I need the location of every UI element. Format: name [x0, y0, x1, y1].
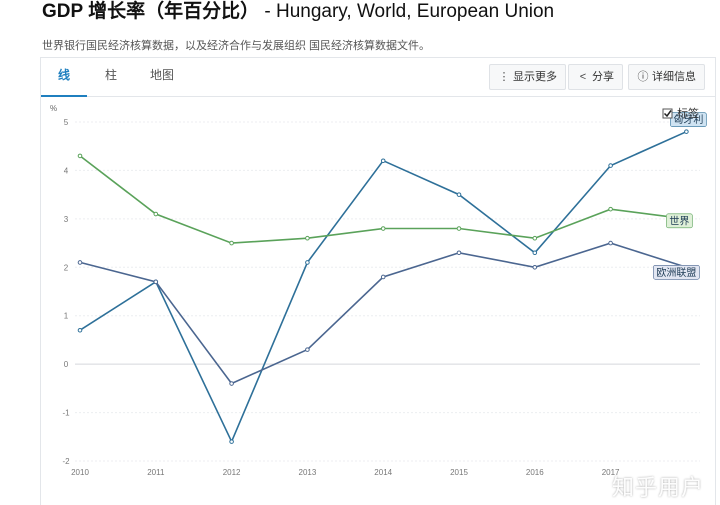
series-label-text: 欧洲联盟: [656, 267, 696, 279]
data-point[interactable]: [380, 158, 386, 164]
page-title-countries: - Hungary, World, European Union: [259, 1, 555, 22]
data-point[interactable]: [456, 192, 462, 197]
data-point[interactable]: [456, 250, 462, 256]
data-point[interactable]: [608, 240, 613, 246]
y-tick-label: 1: [64, 312, 69, 321]
details-label: 详细信息: [652, 71, 696, 83]
x-tick-label: 2017: [602, 468, 620, 477]
data-point[interactable]: [77, 260, 83, 265]
y-tick-label: -2: [62, 457, 70, 466]
series-label-0: 匈牙利: [670, 112, 707, 127]
info-icon: ⓘ: [637, 71, 649, 83]
share-label: 分享: [592, 71, 614, 83]
data-point[interactable]: [608, 163, 613, 168]
y-tick-label: 4: [64, 166, 69, 175]
share-icon: <: [579, 71, 587, 83]
x-tick-label: 2013: [299, 468, 317, 477]
data-point[interactable]: [153, 279, 159, 285]
data-point[interactable]: [532, 264, 538, 270]
data-point[interactable]: [305, 260, 310, 265]
series-label-text: 世界: [669, 215, 689, 227]
y-axis-unit-label: %: [50, 104, 57, 113]
y-tick-label: 3: [64, 215, 69, 224]
data-point[interactable]: [456, 226, 462, 231]
y-tick-label: 2: [64, 263, 69, 272]
y-tick-label: -1: [62, 409, 70, 418]
series-line-0[interactable]: [79, 130, 687, 444]
data-point[interactable]: [229, 240, 234, 246]
series-label-box: [666, 213, 693, 229]
view-tabs: 线 柱 地图 ⋮ 显示更多 < 分享 ⓘ 详细信息: [41, 58, 715, 97]
show-more-label: 显示更多: [513, 71, 557, 83]
series-label-2: 欧洲联盟: [653, 264, 700, 280]
data-point[interactable]: [229, 381, 234, 386]
x-tick-label: 2015: [450, 468, 468, 477]
tab-map[interactable]: 地图: [149, 68, 174, 82]
data-point[interactable]: [380, 226, 386, 231]
series-label-box: [653, 264, 700, 280]
data-point[interactable]: [77, 153, 83, 159]
watermark: 知乎用户: [611, 475, 704, 500]
x-axis: 2010 2011 2012 2013 2014 2015 2016 2017: [71, 468, 620, 477]
y-tick-label: 0: [64, 360, 69, 369]
series-layer: [77, 129, 689, 444]
x-tick-label: 2011: [147, 468, 165, 477]
y-axis: % -2 -1 0 1 2 3 4 5: [50, 104, 70, 466]
label-toggle[interactable]: 标签: [662, 106, 699, 120]
data-point[interactable]: [608, 206, 613, 212]
x-tick-label: 2012: [223, 468, 241, 477]
data-point[interactable]: [532, 250, 538, 256]
checkmark-icon: [663, 110, 672, 118]
y-tick-label: 5: [64, 118, 69, 127]
page-title-indicator: GDP 增长率（年百分比）: [42, 1, 260, 22]
data-point[interactable]: [153, 211, 159, 217]
label-toggle-text: 标签: [677, 106, 699, 120]
details-button[interactable]: ⓘ 详细信息: [628, 64, 705, 90]
x-tick-label: 2010: [71, 468, 89, 477]
data-point[interactable]: [229, 439, 234, 444]
share-button[interactable]: < 分享: [568, 64, 623, 90]
tab-line[interactable]: 线: [41, 58, 87, 97]
x-tick-label: 2014: [374, 468, 392, 477]
tab-bar[interactable]: 柱: [104, 68, 117, 82]
data-point[interactable]: [77, 327, 83, 333]
x-tick-label: 2016: [526, 468, 544, 477]
series-label-text: 匈牙利: [673, 113, 703, 126]
data-point[interactable]: [305, 235, 310, 241]
grid-layer: [75, 121, 700, 462]
data-point[interactable]: [305, 347, 310, 352]
page-subtitle: 世界银行国民经济核算数据，以及经济合作与发展组织 国民经济核算数据文件。: [42, 40, 431, 52]
series-label-1: 世界: [666, 213, 693, 229]
series-label-box: [670, 112, 707, 127]
page-title: GDP 增长率（年百分比） - Hungary, World, European…: [42, 0, 554, 24]
data-point[interactable]: [684, 129, 689, 134]
data-point[interactable]: [532, 235, 538, 241]
show-more-button[interactable]: ⋮ 显示更多: [489, 64, 566, 90]
more-vertical-icon: ⋮: [498, 71, 510, 83]
label-toggle-checkbox[interactable]: [662, 108, 673, 119]
data-point[interactable]: [380, 274, 386, 280]
